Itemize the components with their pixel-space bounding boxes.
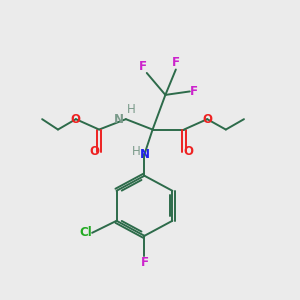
Text: F: F: [140, 256, 148, 269]
Text: N: N: [113, 113, 124, 126]
Text: O: O: [89, 145, 100, 158]
Text: N: N: [140, 148, 150, 161]
Text: F: F: [139, 60, 147, 73]
Text: Cl: Cl: [80, 226, 92, 239]
Text: F: F: [190, 85, 198, 98]
Text: H: H: [127, 103, 136, 116]
Text: H: H: [132, 146, 141, 158]
Text: O: O: [71, 113, 81, 126]
Text: O: O: [202, 113, 212, 126]
Text: O: O: [184, 145, 194, 158]
Text: F: F: [172, 56, 180, 70]
